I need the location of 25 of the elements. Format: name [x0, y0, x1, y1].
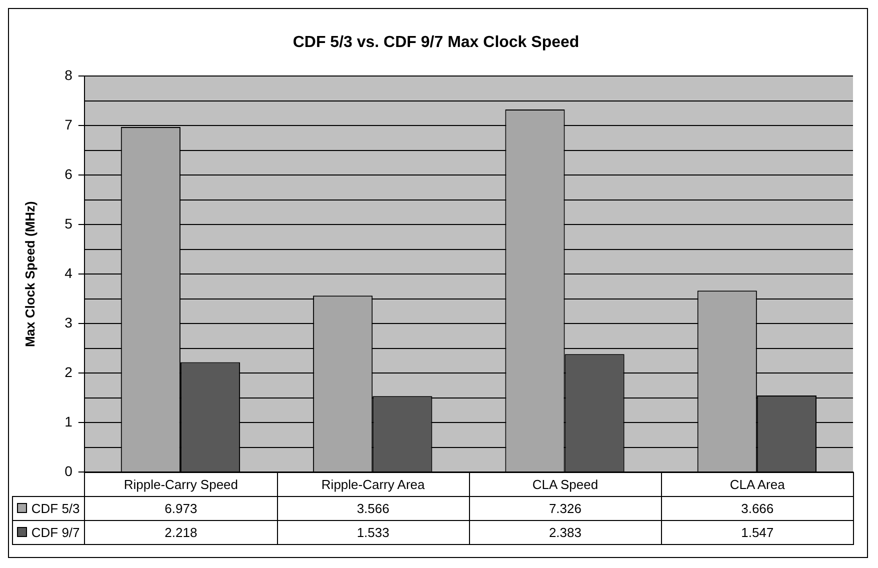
y-tick-label: 2 — [64, 364, 73, 380]
y-axis-title: Max Clock Speed (MHz) — [22, 201, 38, 348]
legend-label: CDF 5/3 — [12, 496, 85, 520]
data-label: 1.547 — [661, 520, 854, 544]
x-tick-label: Ripple-Carry Area — [277, 472, 470, 496]
data-label: 1.533 — [277, 520, 470, 544]
y-tick-label: 6 — [64, 166, 73, 182]
x-tick-label: CLA Speed — [469, 472, 662, 496]
data-label: 2.383 — [469, 520, 662, 544]
y-tick-label: 7 — [64, 116, 73, 133]
y-tick-label: 5 — [64, 215, 73, 232]
y-tick-label: 1 — [64, 413, 73, 430]
legend-label: CDF 9/7 — [12, 520, 85, 544]
data-label: 7.326 — [469, 496, 662, 520]
y-tick-label: 4 — [64, 264, 73, 281]
data-label: 3.666 — [661, 496, 854, 520]
data-label: 3.566 — [277, 496, 470, 520]
y-tick-label: 0 — [64, 462, 73, 479]
y-tick-label: 8 — [64, 67, 73, 84]
y-tick-label: 3 — [64, 314, 73, 330]
data-label: 6.973 — [84, 496, 278, 520]
chart-title: CDF 5/3 vs. CDF 9/7 Max Clock Speed — [292, 34, 580, 52]
data-label: 2.218 — [84, 520, 278, 544]
x-tick-label: Ripple-Carry Speed — [84, 472, 278, 496]
x-tick-label: CLA Area — [661, 472, 854, 496]
